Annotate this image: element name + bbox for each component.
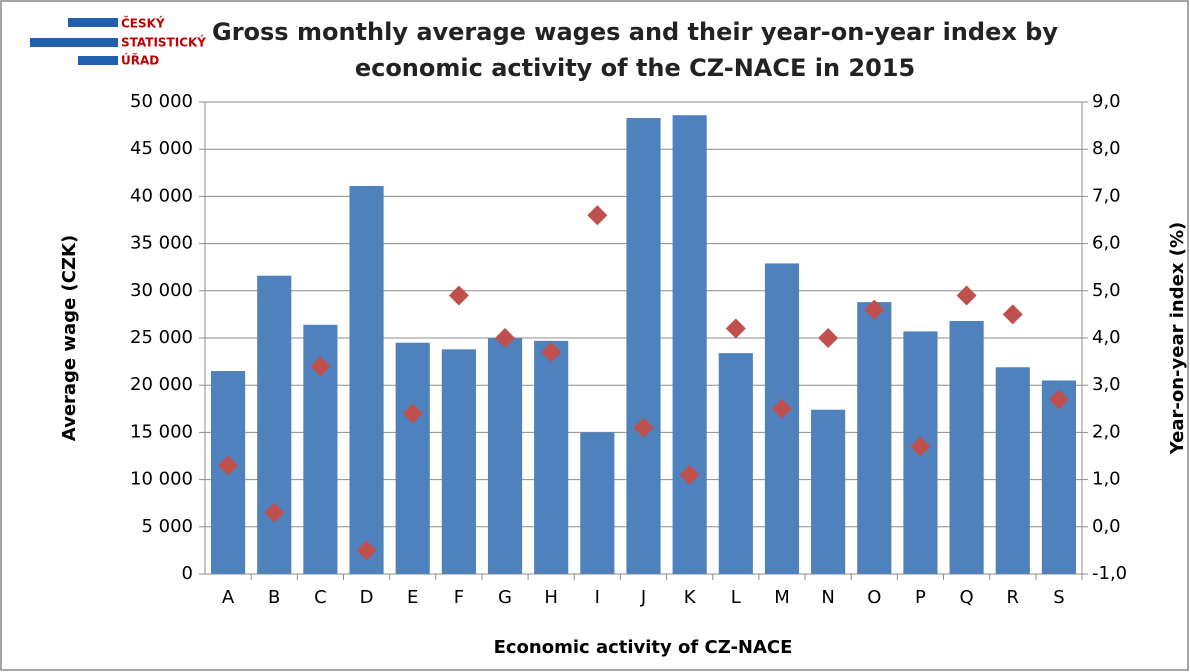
logo-bar	[78, 56, 118, 65]
y-tick-label: 25 000	[130, 327, 193, 348]
logo-text: ÚŘAD	[121, 53, 159, 68]
y2-tick-label: 8,0	[1092, 138, 1121, 159]
x-tick-label: S	[1053, 587, 1064, 608]
y-tick-label: 50 000	[130, 91, 193, 112]
y2-tick-label: 1,0	[1092, 469, 1121, 490]
y2-axis-label: Year-on-year index (%)	[1167, 222, 1188, 455]
y2-tick-label: 6,0	[1092, 233, 1121, 254]
bar	[672, 115, 707, 574]
bar	[487, 338, 523, 574]
y-tick-label: 15 000	[130, 421, 193, 442]
x-tick-label: J	[640, 587, 646, 608]
x-tick-label: A	[222, 587, 235, 608]
logo-bar	[30, 38, 118, 47]
y-axis-label: Average wage (CZK)	[59, 235, 80, 441]
logo-bar	[68, 18, 118, 27]
y2-tick-label: 3,0	[1092, 374, 1121, 395]
diamond-marker	[356, 540, 377, 561]
x-tick-label: L	[731, 587, 741, 608]
x-tick-label: O	[867, 587, 881, 608]
diamond-marker	[864, 299, 885, 320]
x-tick-label: P	[915, 587, 926, 608]
bar	[441, 349, 476, 574]
chart-title: Gross monthly average wages and their ye…	[212, 18, 1058, 82]
x-tick-label: M	[774, 587, 790, 608]
diamond-marker	[956, 285, 977, 306]
y2-tick-label: 7,0	[1092, 185, 1121, 206]
y2-tick-label: -1,0	[1092, 563, 1127, 584]
bar	[949, 321, 984, 574]
x-tick-label: N	[821, 587, 834, 608]
x-tick-label: R	[1007, 587, 1020, 608]
bar	[718, 353, 753, 574]
x-tick-label: H	[544, 587, 558, 608]
diamond-marker	[771, 398, 792, 419]
y-tick-label: 40 000	[130, 185, 193, 206]
y2-tick-label: 9,0	[1092, 91, 1121, 112]
bar	[257, 275, 292, 574]
y2-tick-label: 2,0	[1092, 421, 1121, 442]
x-tick-label: G	[498, 587, 512, 608]
x-tick-label: E	[407, 587, 418, 608]
x-tick-label: D	[360, 587, 374, 608]
y2-tick-label: 0,0	[1092, 516, 1121, 537]
diamond-marker	[818, 328, 839, 348]
diamond-marker	[310, 356, 331, 377]
x-axis-label: Economic activity of CZ-NACE	[494, 637, 793, 658]
diamond-marker	[264, 502, 285, 523]
x-tick-label: B	[268, 587, 280, 608]
diamond-marker	[633, 417, 654, 438]
x-tick-label: I	[595, 587, 600, 608]
diamond-marker	[1048, 389, 1069, 410]
y-tick-label: 0	[182, 563, 193, 584]
y-tick-label: 45 000	[130, 138, 193, 159]
x-tick-label: Q	[960, 587, 974, 608]
y-tick-label: 10 000	[130, 469, 193, 490]
diamond-marker	[402, 403, 423, 424]
bar	[626, 118, 661, 574]
diamond-marker	[587, 205, 608, 226]
y-tick-label: 30 000	[130, 280, 193, 301]
x-tick-label: F	[454, 587, 464, 608]
diamond-marker	[448, 285, 469, 306]
bar	[580, 432, 615, 574]
bar	[1041, 380, 1076, 574]
y-tick-label: 20 000	[130, 374, 193, 395]
logo-text: ČESKÝ	[121, 16, 165, 31]
diamond-marker	[541, 342, 562, 363]
diamond-marker	[495, 328, 516, 348]
bar	[395, 342, 430, 574]
diamond-marker	[1002, 304, 1023, 325]
diamond-marker	[910, 436, 931, 457]
logo-text: STATISTICKÝ	[121, 35, 206, 50]
diamond-marker	[725, 318, 746, 339]
diamond-marker	[679, 464, 700, 485]
diamond-marker	[218, 455, 239, 476]
y2-tick-label: 5,0	[1092, 280, 1121, 301]
bar	[534, 340, 569, 574]
x-tick-label: C	[314, 587, 327, 608]
bar	[857, 302, 892, 574]
bar	[995, 367, 1030, 574]
y-tick-label: 5 000	[141, 516, 193, 537]
x-tick-label: K	[684, 587, 697, 608]
bar	[811, 409, 846, 574]
y-tick-label: 35 000	[130, 233, 193, 254]
y2-tick-label: 4,0	[1092, 327, 1121, 348]
bar	[349, 186, 384, 575]
